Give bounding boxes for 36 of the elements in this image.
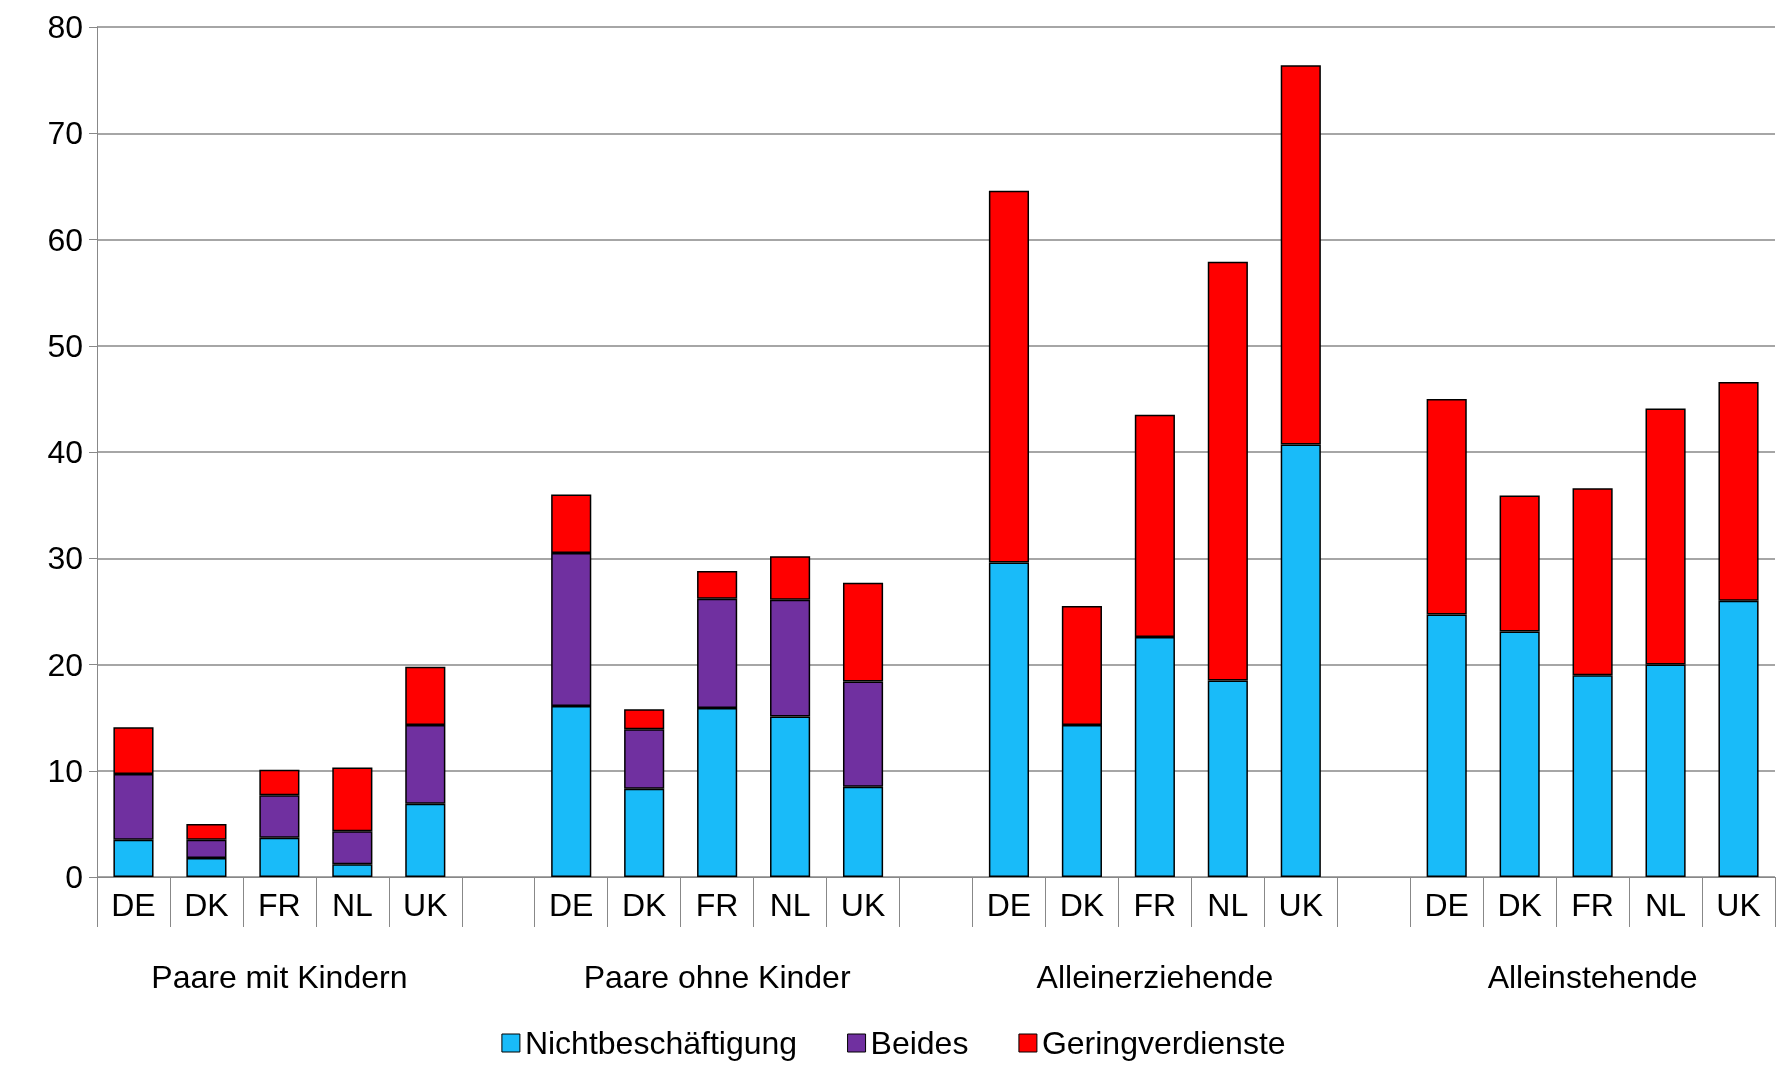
x-tick-label: NL [331,887,373,923]
x-tick-label: FR [1571,887,1614,923]
x-tick-label: DK [1059,887,1105,923]
x-tick-label: UK [840,887,886,923]
x-tick-label: UK [1716,887,1761,923]
text: Alleinerziehende [1036,959,1274,995]
text: Paare ohne Kinder [583,959,851,995]
x-tick-label: DK [621,887,667,923]
text: Alleinstehende [1487,959,1698,995]
x-tick-label: UK [403,887,448,923]
x-tick-label: DE [111,887,156,923]
text: Paare mit Kindern [151,959,408,995]
x-tick-label: DE [548,887,594,923]
x-tick-label: NL [769,887,811,923]
legend-label: Nichtbeschäftigung [524,1025,798,1061]
x-tick-label: NL [1645,887,1687,923]
y-tick-label: 20 [47,646,83,683]
x-tick-label: NL [1207,887,1249,923]
y-tick-label: 80 [47,9,83,45]
legend-label: Geringverdienste [1041,1025,1286,1061]
y-tick-label: 0 [65,859,83,895]
x-tick-label: FR [695,887,739,923]
x-tick-label: DE [986,887,1032,923]
x-tick-label: DE [1424,887,1469,923]
x-tick-label: FR [1133,887,1177,923]
x-tick-label: UK [1278,887,1324,923]
y-tick-label: 70 [47,115,83,152]
y-tick-label: 10 [47,752,83,789]
y-tick-label: 50 [47,327,83,364]
legend-label: Beides [870,1025,969,1061]
x-tick-label: DK [184,887,229,923]
y-tick-label: 60 [47,221,83,258]
y-tick-label: 40 [47,434,83,470]
x-tick-label: FR [258,887,301,923]
x-tick-label: DK [1497,887,1542,923]
y-tick-label: 30 [47,540,83,577]
